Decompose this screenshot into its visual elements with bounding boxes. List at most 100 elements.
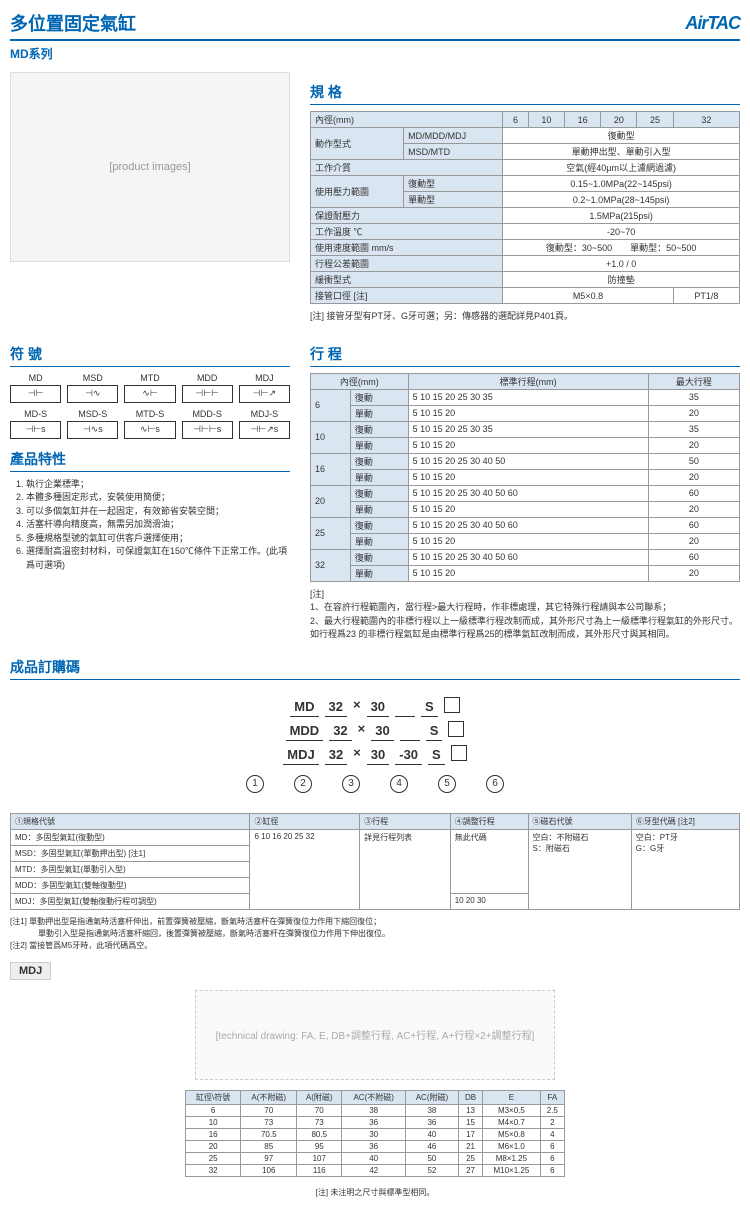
- dimension-table: 缸徑\符號 A(不附磁) A(附磁) AC(不附磁) AC(附磁) DB E F…: [185, 1090, 565, 1177]
- table-row: ①規格代號 ②缸徑 ③行程 ④調整行程 ⑤磁石代號 ⑥牙型代碼 [注2]: [11, 813, 740, 829]
- order-section: 成品訂購碼 MD 32 × 30 S MDD 32 × 30 S MDJ 32 …: [10, 657, 740, 952]
- symbol-cell: MDD⊣⊢⊢: [182, 373, 233, 403]
- order-line: MDJ 32 × 30 -30 S: [283, 745, 466, 765]
- order-box-icon: [444, 697, 460, 713]
- series-subtitle: MD系列: [10, 45, 740, 62]
- pneumatic-symbol-icon: ⊣⊢↗s: [239, 421, 290, 439]
- stroke-notes: [注] 1、在容許行程範圍內，當行程>最大行程時，作非標處理，其它特殊行程請與本…: [310, 588, 740, 642]
- order-table: ①規格代號 ②缸徑 ③行程 ④調整行程 ⑤磁石代號 ⑥牙型代碼 [注2] MD：…: [10, 813, 740, 910]
- page-header: 多位置固定氣缸 AirTAC: [10, 10, 740, 41]
- pneumatic-symbol-icon: ⊣∿: [67, 385, 118, 403]
- table-row: 工作溫度 ℃ -20~70: [311, 224, 740, 240]
- table-row: 動作型式 MD/MDD/MDJ 復動型: [311, 128, 740, 144]
- table-row: 緩衝型式 防撞墊: [311, 272, 740, 288]
- list-item: 活塞杆導向精度高，無需另加潤滑油；: [26, 518, 290, 532]
- table-row: 32106116425227M10×1.256: [186, 1164, 565, 1176]
- pneumatic-symbol-icon: ⊣⊢⊢: [182, 385, 233, 403]
- bore-header: 內徑(mm): [311, 112, 503, 128]
- stroke-table: 內徑(mm) 標準行程(mm) 最大行程 6復動5 10 15 20 25 30…: [310, 373, 740, 582]
- table-row: 單動5 10 15 2020: [311, 533, 740, 549]
- features-title: 產品特性: [10, 449, 290, 472]
- bore-col: 20: [601, 112, 637, 128]
- bore-col: 10: [528, 112, 564, 128]
- symbol-cell: MDJ⊣⊢↗: [239, 373, 290, 403]
- circle-number: 2: [294, 775, 312, 793]
- symbol-cell: MDD-S⊣⊢⊢s: [182, 409, 233, 439]
- symbol-cell: MD⊣⊢: [10, 373, 61, 403]
- table-row: 使用壓力範圍 復動型 0.15~1.0MPa(22~145psi): [311, 176, 740, 192]
- symbols-section: 符 號 MD⊣⊢ MSD⊣∿ MTD∿⊢ MDD⊣⊢⊢ MDJ⊣⊢↗ MD-S⊣…: [10, 334, 290, 642]
- bore-col: 32: [673, 112, 739, 128]
- list-item: 執行企業標準；: [26, 478, 290, 492]
- spec-note: [注] 接管牙型有PT牙、G牙可選；另：傳感器的選配詳見P401頁。: [310, 310, 740, 324]
- table-row: 67070383813M3×0.52.5: [186, 1104, 565, 1116]
- table-row: 16復動5 10 15 20 25 30 40 5050: [311, 453, 740, 469]
- product-image-col: [product images]: [10, 72, 290, 324]
- symbol-cell: MDJ-S⊣⊢↗s: [239, 409, 290, 439]
- order-line: MD 32 × 30 S: [290, 697, 459, 717]
- circle-number: 6: [486, 775, 504, 793]
- table-row: 32復動5 10 15 20 25 30 40 50 6060: [311, 549, 740, 565]
- circle-number: 3: [342, 775, 360, 793]
- page-title: 多位置固定氣缸: [10, 10, 136, 36]
- stroke-title: 行 程: [310, 344, 740, 367]
- order-box-icon: [448, 721, 464, 737]
- symbol-grid: MD⊣⊢ MSD⊣∿ MTD∿⊢ MDD⊣⊢⊢ MDJ⊣⊢↗ MD-S⊣⊢s M…: [10, 373, 290, 439]
- table-row: 工作介質 空氣(經40μm以上濾網過濾): [311, 160, 740, 176]
- circle-number: 1: [246, 775, 264, 793]
- table-row: 107373363615M4×0.72: [186, 1116, 565, 1128]
- symbols-title: 符 號: [10, 344, 290, 367]
- table-row: 208595364621M6×1.06: [186, 1140, 565, 1152]
- circle-number: 4: [390, 775, 408, 793]
- order-codes: MD 32 × 30 S MDD 32 × 30 S MDJ 32 × 30 -…: [10, 695, 740, 793]
- table-row: 6復動5 10 15 20 25 30 3535: [311, 389, 740, 405]
- order-line: MDD 32 × 30 S: [286, 721, 465, 741]
- bore-col: 25: [637, 112, 673, 128]
- table-row: 使用速度範圍 mm/s 復動型：30~500 單動型：50~500: [311, 240, 740, 256]
- mdj-label: MDJ: [10, 962, 51, 980]
- table-row: 單動5 10 15 2020: [311, 469, 740, 485]
- features-list: 執行企業標準； 本體多種固定形式，安裝使用簡便； 可以多個氣缸并在一起固定，有效…: [26, 478, 290, 573]
- mdj-section: MDJ [technical drawing: FA, E, DB+調整行程, …: [10, 952, 740, 1199]
- pneumatic-symbol-icon: ∿⊢: [124, 385, 175, 403]
- symbol-cell: MTD∿⊢: [124, 373, 175, 403]
- bore-col: 6: [503, 112, 529, 128]
- mdj-note: [注] 未注明之尺寸與標準型相同。: [10, 1187, 740, 1199]
- stroke-section: 行 程 內徑(mm) 標準行程(mm) 最大行程 6復動5 10 15 20 2…: [310, 334, 740, 642]
- table-row: 25復動5 10 15 20 25 30 40 50 6060: [311, 517, 740, 533]
- order-box-icon: [451, 745, 467, 761]
- symbol-cell: MTD-S∿⊢s: [124, 409, 175, 439]
- features-section: 產品特性 執行企業標準； 本體多種固定形式，安裝使用簡便； 可以多個氣缸并在一起…: [10, 449, 290, 573]
- table-row: 缸徑\符號 A(不附磁) A(附磁) AC(不附磁) AC(附磁) DB E F…: [186, 1090, 565, 1104]
- table-row: 保證耐壓力 1.5MPa(215psi): [311, 208, 740, 224]
- table-row: 2597107405025M8×1.256: [186, 1152, 565, 1164]
- bore-col: 16: [565, 112, 601, 128]
- table-row: 10復動5 10 15 20 25 30 3535: [311, 421, 740, 437]
- spec-title: 規 格: [310, 82, 740, 105]
- mdj-diagram-placeholder: [technical drawing: FA, E, DB+調整行程, AC+行…: [195, 990, 555, 1080]
- list-item: 多種規格型號的氣缸可供客戶選擇使用；: [26, 532, 290, 546]
- table-row: 單動5 10 15 2020: [311, 437, 740, 453]
- circles-row: 1 2 3 4 5 6: [10, 775, 740, 793]
- table-row: 單動5 10 15 2020: [311, 501, 740, 517]
- list-item: 選擇耐高溫密封材料，可保證氣缸在150℃條件下正常工作。(此項爲可選項): [26, 545, 290, 572]
- table-row: 20復動5 10 15 20 25 30 40 50 6060: [311, 485, 740, 501]
- list-item: 可以多個氣缸并在一起固定，有效節省安裝空間；: [26, 505, 290, 519]
- table-row: 單動5 10 15 2020: [311, 565, 740, 581]
- pneumatic-symbol-icon: ⊣⊢: [10, 385, 61, 403]
- brand-logo: AirTAC: [685, 13, 740, 34]
- spec-table: 內徑(mm) 6 10 16 20 25 32 動作型式 MD/MDD/MDJ …: [310, 111, 740, 304]
- table-row: 內徑(mm) 標準行程(mm) 最大行程: [311, 373, 740, 389]
- table-row: MD：多固型氣缸(復動型) 6 10 16 20 25 32 詳見行程列表 無此…: [11, 829, 740, 845]
- table-row: 內徑(mm) 6 10 16 20 25 32: [311, 112, 740, 128]
- pneumatic-symbol-icon: ⊣⊢s: [10, 421, 61, 439]
- product-image-placeholder: [product images]: [10, 72, 290, 262]
- pneumatic-symbol-icon: ∿⊢s: [124, 421, 175, 439]
- top-row: [product images] 規 格 內徑(mm) 6 10 16 20 2…: [10, 72, 740, 324]
- table-row: 行程公差範圍 +1.0 / 0: [311, 256, 740, 272]
- list-item: 本體多種固定形式，安裝使用簡便；: [26, 491, 290, 505]
- spec-section: 規 格 內徑(mm) 6 10 16 20 25 32 動作型式 MD/MDD/…: [310, 72, 740, 324]
- symbol-cell: MSD-S⊣∿s: [67, 409, 118, 439]
- symbol-cell: MD-S⊣⊢s: [10, 409, 61, 439]
- table-row: 單動5 10 15 2020: [311, 405, 740, 421]
